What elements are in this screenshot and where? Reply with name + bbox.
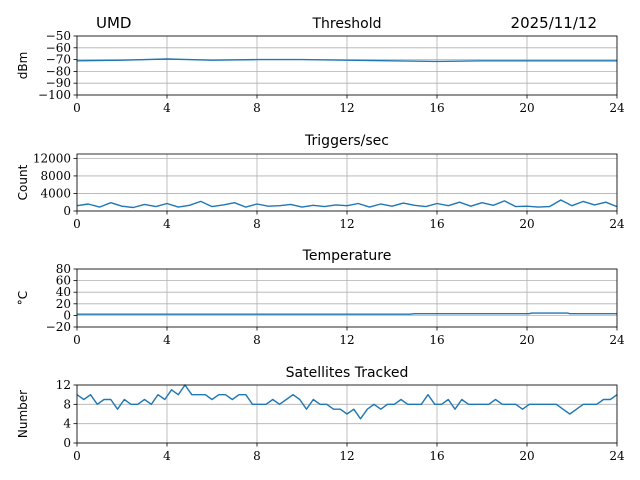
triggers-ytick-label-3: 12000	[33, 151, 71, 165]
satellites-xtick-label-1: 4	[163, 449, 171, 463]
satellites-xtick-label-3: 12	[339, 449, 354, 463]
threshold-xtick-label-4: 16	[429, 101, 444, 115]
triggers-xtick-label-4: 16	[429, 217, 444, 231]
threshold-xtick-label-5: 20	[519, 101, 534, 115]
threshold-xtick-label-3: 12	[339, 101, 354, 115]
satellites-title: Satellites Tracked	[286, 365, 409, 381]
threshold-ytick-label-3: −70	[46, 53, 71, 67]
triggers-xtick-label-2: 8	[253, 217, 261, 231]
temperature-ytick-label-2: 20	[56, 297, 71, 311]
threshold-xtick-label-2: 8	[253, 101, 261, 115]
temperature-ytick-label-0: −20	[46, 320, 71, 334]
satellites-xtick-label-0: 0	[73, 449, 81, 463]
threshold-xtick-label-6: 24	[609, 101, 625, 115]
triggers-series-line	[76, 199, 618, 209]
satellites-ytick-label-3: 12	[56, 378, 71, 392]
temperature-ytick-label-5: 80	[56, 262, 71, 276]
satellites-ylabel: Number	[16, 390, 30, 438]
temperature-ytick-label-1: 0	[63, 308, 71, 322]
satellites-ytick-label-1: 4	[63, 417, 71, 431]
satellites-ytick-label-2: 8	[63, 397, 71, 411]
triggers-ytick-label-0: 0	[63, 204, 71, 218]
temperature-ytick-label-4: 60	[56, 274, 71, 288]
satellites-ytick-label-0: 0	[63, 436, 71, 450]
threshold-ytick-label-5: −50	[46, 29, 71, 43]
site-label: UMD	[96, 14, 131, 32]
satellites-xtick-label-2: 8	[253, 449, 261, 463]
threshold-panel: 0 4 8 12 16 20 24 −100−90−80−70−60−50 Threshold d…	[16, 16, 625, 115]
temperature-ylabel: °C	[16, 291, 30, 305]
temperature-ytick-label-3: 40	[56, 285, 71, 299]
satellites-xtick-label-4: 16	[429, 449, 444, 463]
threshold-ytick-label-2: −80	[46, 64, 71, 78]
temperature-xtick-label-5: 20	[519, 333, 534, 347]
satellites-xtick-label-6: 24	[609, 449, 625, 463]
triggers-xtick-label-0: 0	[73, 217, 81, 231]
threshold-xtick-label-0: 0	[73, 101, 81, 115]
threshold-title: Threshold	[312, 16, 382, 32]
temperature-title: Temperature	[302, 248, 392, 264]
temperature-xtick-label-6: 24	[609, 333, 625, 347]
triggers-title: Triggers/sec	[304, 133, 389, 149]
threshold-ytick-label-0: −100	[38, 88, 71, 102]
threshold-xtick-label-1: 4	[163, 101, 171, 115]
date-label: 2025/11/12	[511, 14, 597, 32]
temperature-xtick-label-2: 8	[253, 333, 261, 347]
triggers-ylabel: Count	[16, 164, 30, 200]
temperature-xtick-label-4: 16	[429, 333, 444, 347]
triggers-xtick-label-3: 12	[339, 217, 354, 231]
threshold-ytick-label-1: −90	[46, 76, 71, 90]
satellites-xtick-label-5: 20	[519, 449, 534, 463]
triggers-xtick-label-6: 24	[609, 217, 625, 231]
satellites-panel: 0 4 8 12 16 20 24 0 4 8 12 Satellites Tracked Number	[16, 365, 625, 463]
triggers-panel: 0 4 8 12 16 20 24 0 4000 8000 12000 Triggers/sec Cou…	[16, 133, 625, 231]
triggers-xtick-label-5: 20	[519, 217, 534, 231]
triggers-ytick-label-2: 8000	[40, 169, 71, 183]
threshold-ylabel: dBm	[16, 52, 30, 80]
triggers-ytick-label-1: 4000	[40, 186, 71, 200]
threshold-series-line	[76, 58, 617, 63]
temperature-xtick-label-1: 4	[163, 333, 171, 347]
temperature-series-line	[77, 312, 617, 315]
temperature-xtick-label-0: 0	[73, 333, 81, 347]
triggers-xtick-label-1: 4	[163, 217, 171, 231]
temperature-xtick-label-3: 12	[339, 333, 354, 347]
threshold-ytick-label-4: −60	[46, 41, 71, 55]
satellites-series-line	[76, 384, 618, 420]
